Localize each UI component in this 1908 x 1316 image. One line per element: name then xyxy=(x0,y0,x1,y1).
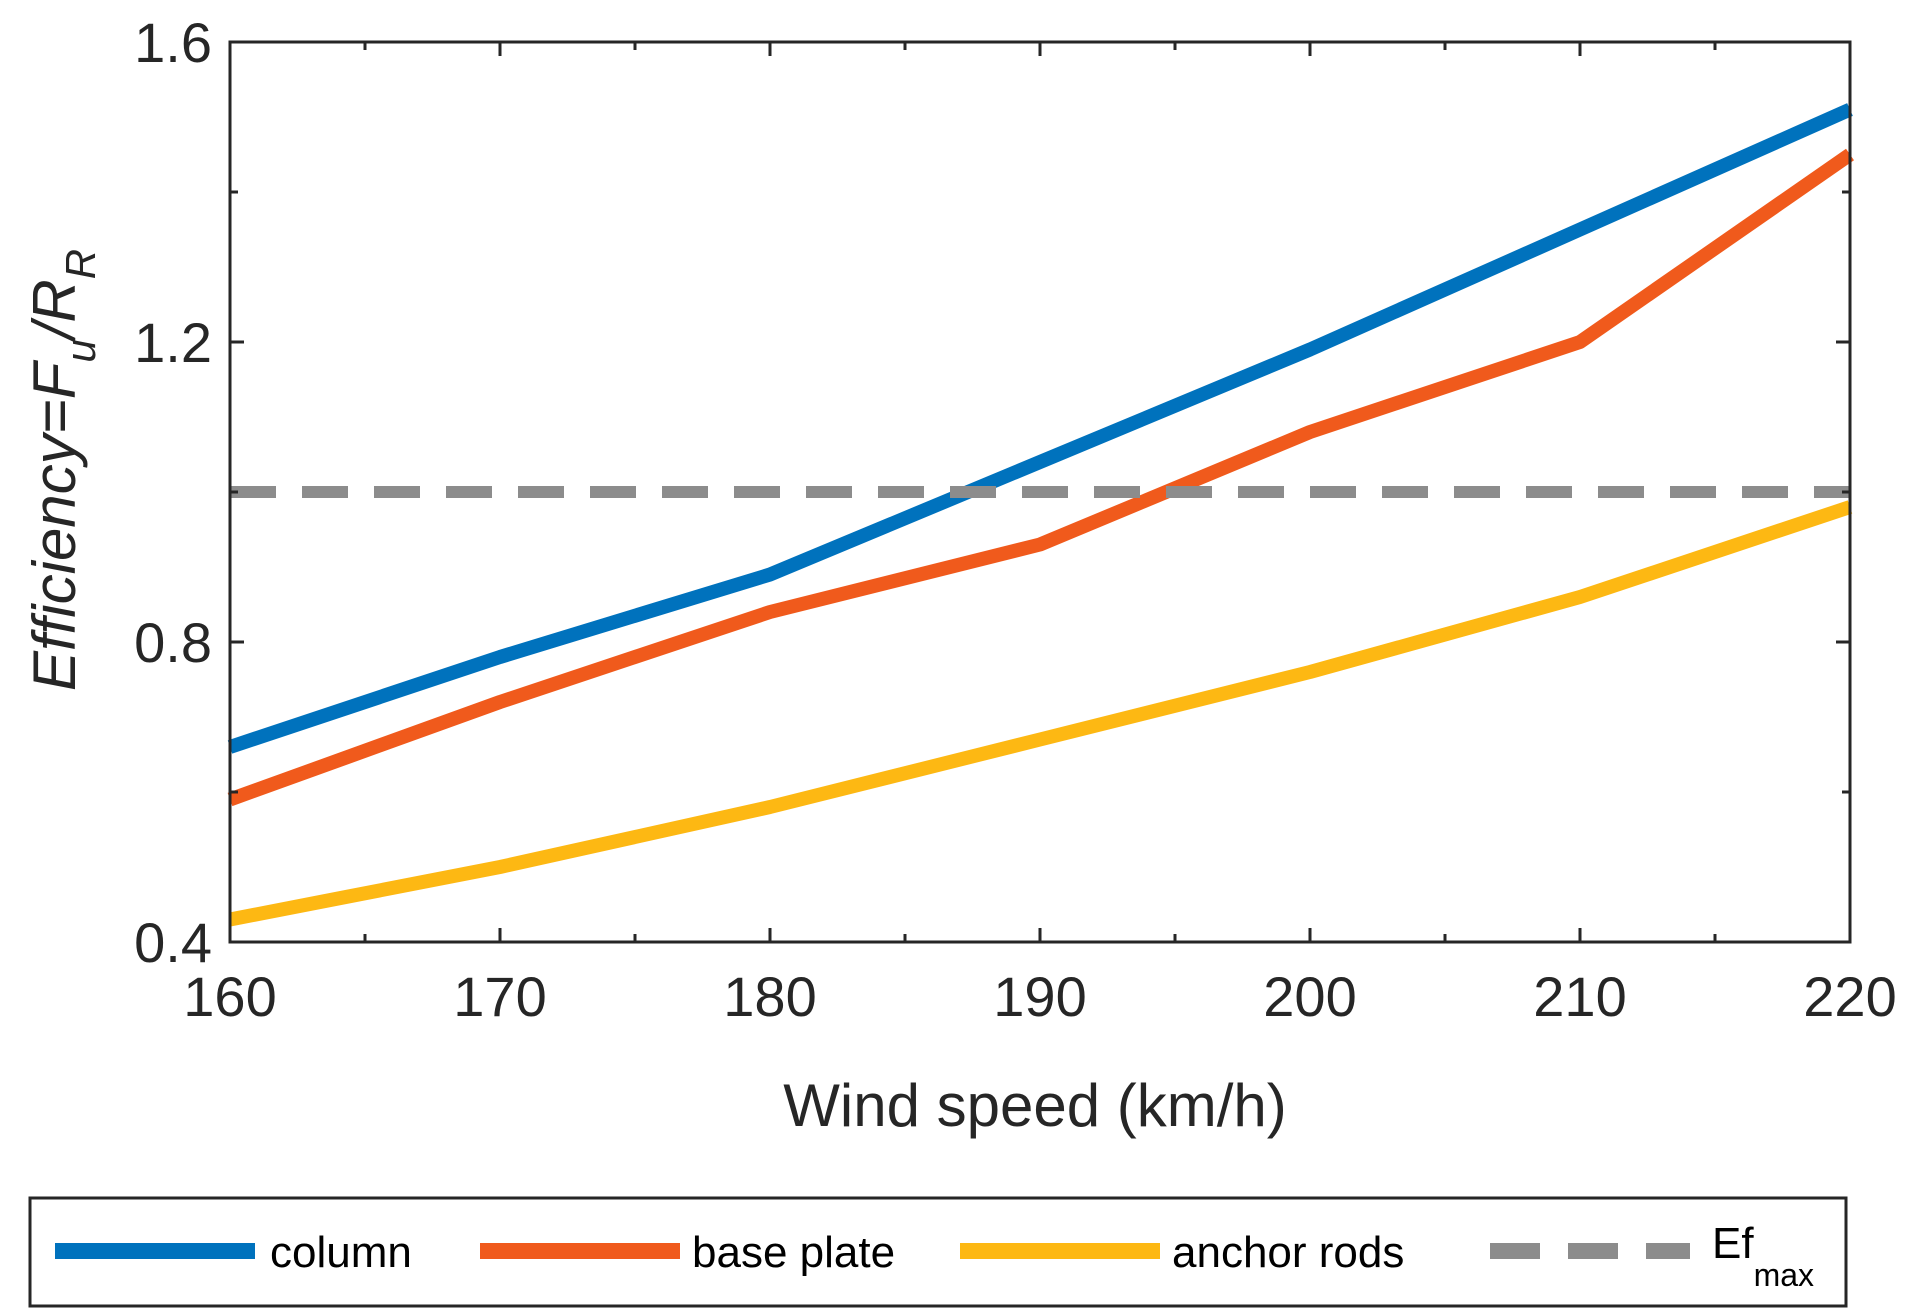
x-tick-label: 200 xyxy=(1263,965,1356,1028)
legend-label-ef-max: Efmax xyxy=(1712,1219,1814,1293)
series-layer xyxy=(227,103,1854,927)
x-tick-label: 190 xyxy=(993,965,1086,1028)
tick-label-layer: 160 170 180 190 200 210 220 0.4 0.8 1.2 1.6 xyxy=(134,11,1897,1028)
x-tick-label: 210 xyxy=(1533,965,1626,1028)
x-tick-label: 220 xyxy=(1803,965,1896,1028)
y-axis-title-prefix: Efficiency=F xyxy=(21,359,88,691)
y-tick-label: 0.4 xyxy=(134,911,212,974)
x-axis-title: Wind speed (km/h) xyxy=(783,1072,1287,1139)
legend-label-base-plate: base plate xyxy=(692,1228,895,1277)
y-tick-label: 1.6 xyxy=(134,11,212,74)
legend-label-column: column xyxy=(270,1228,412,1277)
series-line-anchor-rods xyxy=(228,500,1853,927)
legend-label-anchor-rods: anchor rods xyxy=(1172,1228,1404,1277)
y-axis-title-mid: /R xyxy=(21,279,88,343)
legend-label-ef-max-main: Ef xyxy=(1712,1219,1754,1268)
y-axis-title-sub-r: R xyxy=(57,249,104,279)
x-tick-label: 180 xyxy=(723,965,816,1028)
y-tick-label: 1.2 xyxy=(134,311,212,374)
series-line-base-plate xyxy=(227,148,1854,807)
y-axis-title-sub-u: u xyxy=(57,339,104,362)
legend-box xyxy=(28,1196,1848,1308)
y-axis-title: Efficiency=Fu/RR xyxy=(21,249,104,691)
legend: column base plate anchor rods Efmax xyxy=(28,1196,1848,1308)
legend-label-ef-max-sub: max xyxy=(1754,1257,1814,1293)
x-tick-label: 160 xyxy=(183,965,276,1028)
tick-layer xyxy=(228,40,1852,944)
series-line-column xyxy=(227,103,1853,754)
y-tick-label: 0.8 xyxy=(134,611,212,674)
x-tick-label: 170 xyxy=(453,965,546,1028)
